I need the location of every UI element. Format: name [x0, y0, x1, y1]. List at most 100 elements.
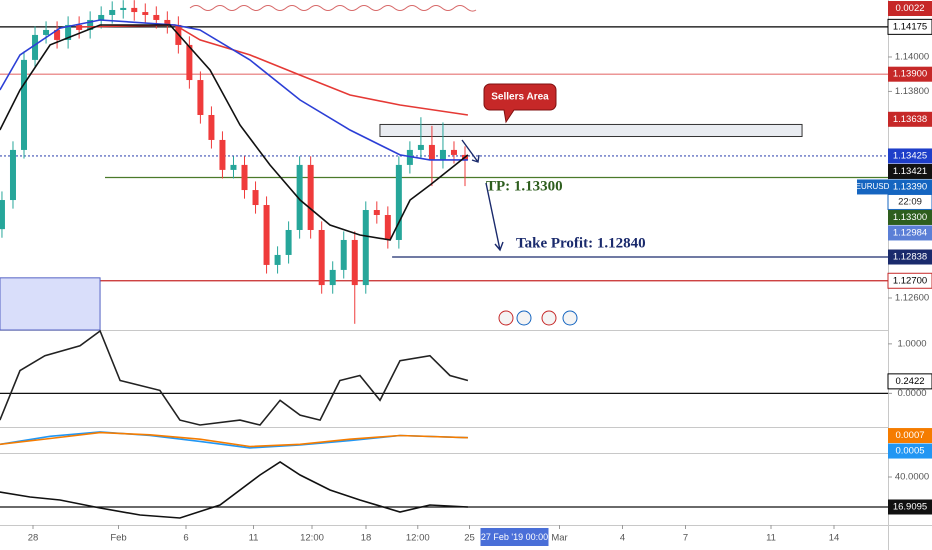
cursor-label: 27 Feb '19 00:00 [481, 532, 548, 542]
x-tick-label: Mar [551, 533, 567, 544]
price-label-bg [887, 18, 932, 35]
candle-body [307, 164, 314, 230]
price-label-bg [888, 499, 932, 515]
x-tick-label: 7 [683, 533, 688, 544]
candle-body [109, 9, 116, 15]
candle-body [87, 19, 94, 30]
arrow [461, 139, 480, 163]
candle-body [439, 149, 446, 160]
series-line [79, 24, 469, 116]
y-tick-label: 1.0000 [897, 338, 926, 349]
candle-body [340, 239, 347, 270]
zone [379, 123, 803, 138]
series-line [0, 329, 469, 426]
y-tick-label: 1.13800 [895, 86, 929, 97]
x-tick-label: Feb [110, 533, 126, 544]
candle-body [0, 200, 5, 230]
candle-body [274, 254, 281, 265]
candle-body [197, 80, 204, 115]
candle-body [230, 164, 237, 170]
candle-body [285, 229, 292, 255]
candle-body [351, 239, 358, 286]
candle-body [384, 215, 391, 240]
series-line [0, 24, 469, 241]
candle-body [76, 24, 83, 30]
price-label-bg [887, 373, 932, 390]
candle-body [208, 114, 215, 140]
symbol-tag: EURUSD [856, 182, 890, 191]
candle-body [9, 149, 16, 201]
x-tick-label: 14 [829, 533, 840, 544]
candle-body [186, 44, 193, 81]
candle-body [395, 164, 402, 240]
tp-text: TP: 1.13300 [486, 178, 563, 194]
price-label: 16.9095 [893, 502, 927, 513]
price-label-bg [888, 443, 932, 459]
price-label-bg [888, 148, 932, 164]
x-tick-label: 4 [620, 533, 625, 544]
candle-body [362, 210, 369, 286]
candle-body [373, 210, 380, 216]
top-indicator-line [189, 5, 477, 12]
annotations: Sellers Area TP: 1.13300 Take Profit: 1.… [461, 83, 646, 326]
price-label: 0.0007 [895, 430, 924, 441]
x-tick-label: 25 [464, 533, 475, 544]
candle-body [43, 29, 50, 35]
price-label: 0.0005 [895, 446, 924, 457]
candle-body [98, 14, 105, 20]
candle-body [131, 7, 138, 13]
price-label: 1.13638 [893, 114, 927, 125]
price-label: 1.13390 [893, 181, 927, 192]
price-label-bg [888, 428, 932, 444]
x-tick-label: 12:00 [300, 533, 324, 544]
price-label: 1.12838 [893, 252, 927, 263]
candle-body [153, 14, 160, 20]
candle-body [406, 149, 413, 165]
cursor-label-bg [480, 528, 549, 546]
price-label: 1.12984 [893, 227, 927, 238]
take-profit-text: Take Profit: 1.12840 [516, 235, 646, 251]
symbol-tag-bg [857, 179, 888, 195]
x-tick-label: 12:00 [406, 533, 430, 544]
candle-body [21, 59, 28, 150]
price-label-bg [888, 209, 932, 225]
x-tick-label: 18 [361, 533, 372, 544]
x-tick-label: 6 [183, 533, 188, 544]
price-label-bg [888, 66, 932, 82]
price-label-bg [888, 111, 932, 127]
x-tick-label: 11 [766, 533, 776, 544]
candle-body [417, 144, 424, 150]
y-tick-label: 0.0000 [897, 388, 926, 399]
candle-body [120, 7, 127, 10]
candle-body [450, 149, 457, 155]
price-label: 1.14175 [893, 21, 927, 32]
candle-body [329, 269, 336, 286]
candle-body [219, 139, 226, 170]
zone [0, 277, 101, 331]
candle-body [241, 164, 248, 191]
x-tick-label: 28 [28, 533, 39, 544]
price-label: 1.13300 [893, 212, 927, 223]
top-indicator-bg [888, 1, 932, 16]
price-label: 1.13425 [893, 150, 927, 161]
x-tick-label: 11 [249, 533, 259, 544]
candle-body [296, 164, 303, 230]
event-icon [516, 310, 532, 326]
y-tick-label: 40.0000 [895, 472, 929, 483]
y-tick-label: 1.14000 [895, 51, 929, 62]
countdown: 22:09 [898, 196, 922, 207]
candle-body [142, 12, 149, 15]
price-label-bg [887, 272, 932, 289]
countdown-bg [887, 193, 932, 210]
series-line [0, 461, 468, 519]
price-label: 1.13900 [893, 69, 927, 80]
event-icons [498, 310, 578, 326]
series-line [0, 19, 468, 161]
top-indicator-label: 0.0022 [895, 3, 924, 14]
candle-body [164, 19, 171, 25]
candle-body [252, 190, 259, 206]
y-tick-label: 1.12600 [895, 292, 929, 303]
